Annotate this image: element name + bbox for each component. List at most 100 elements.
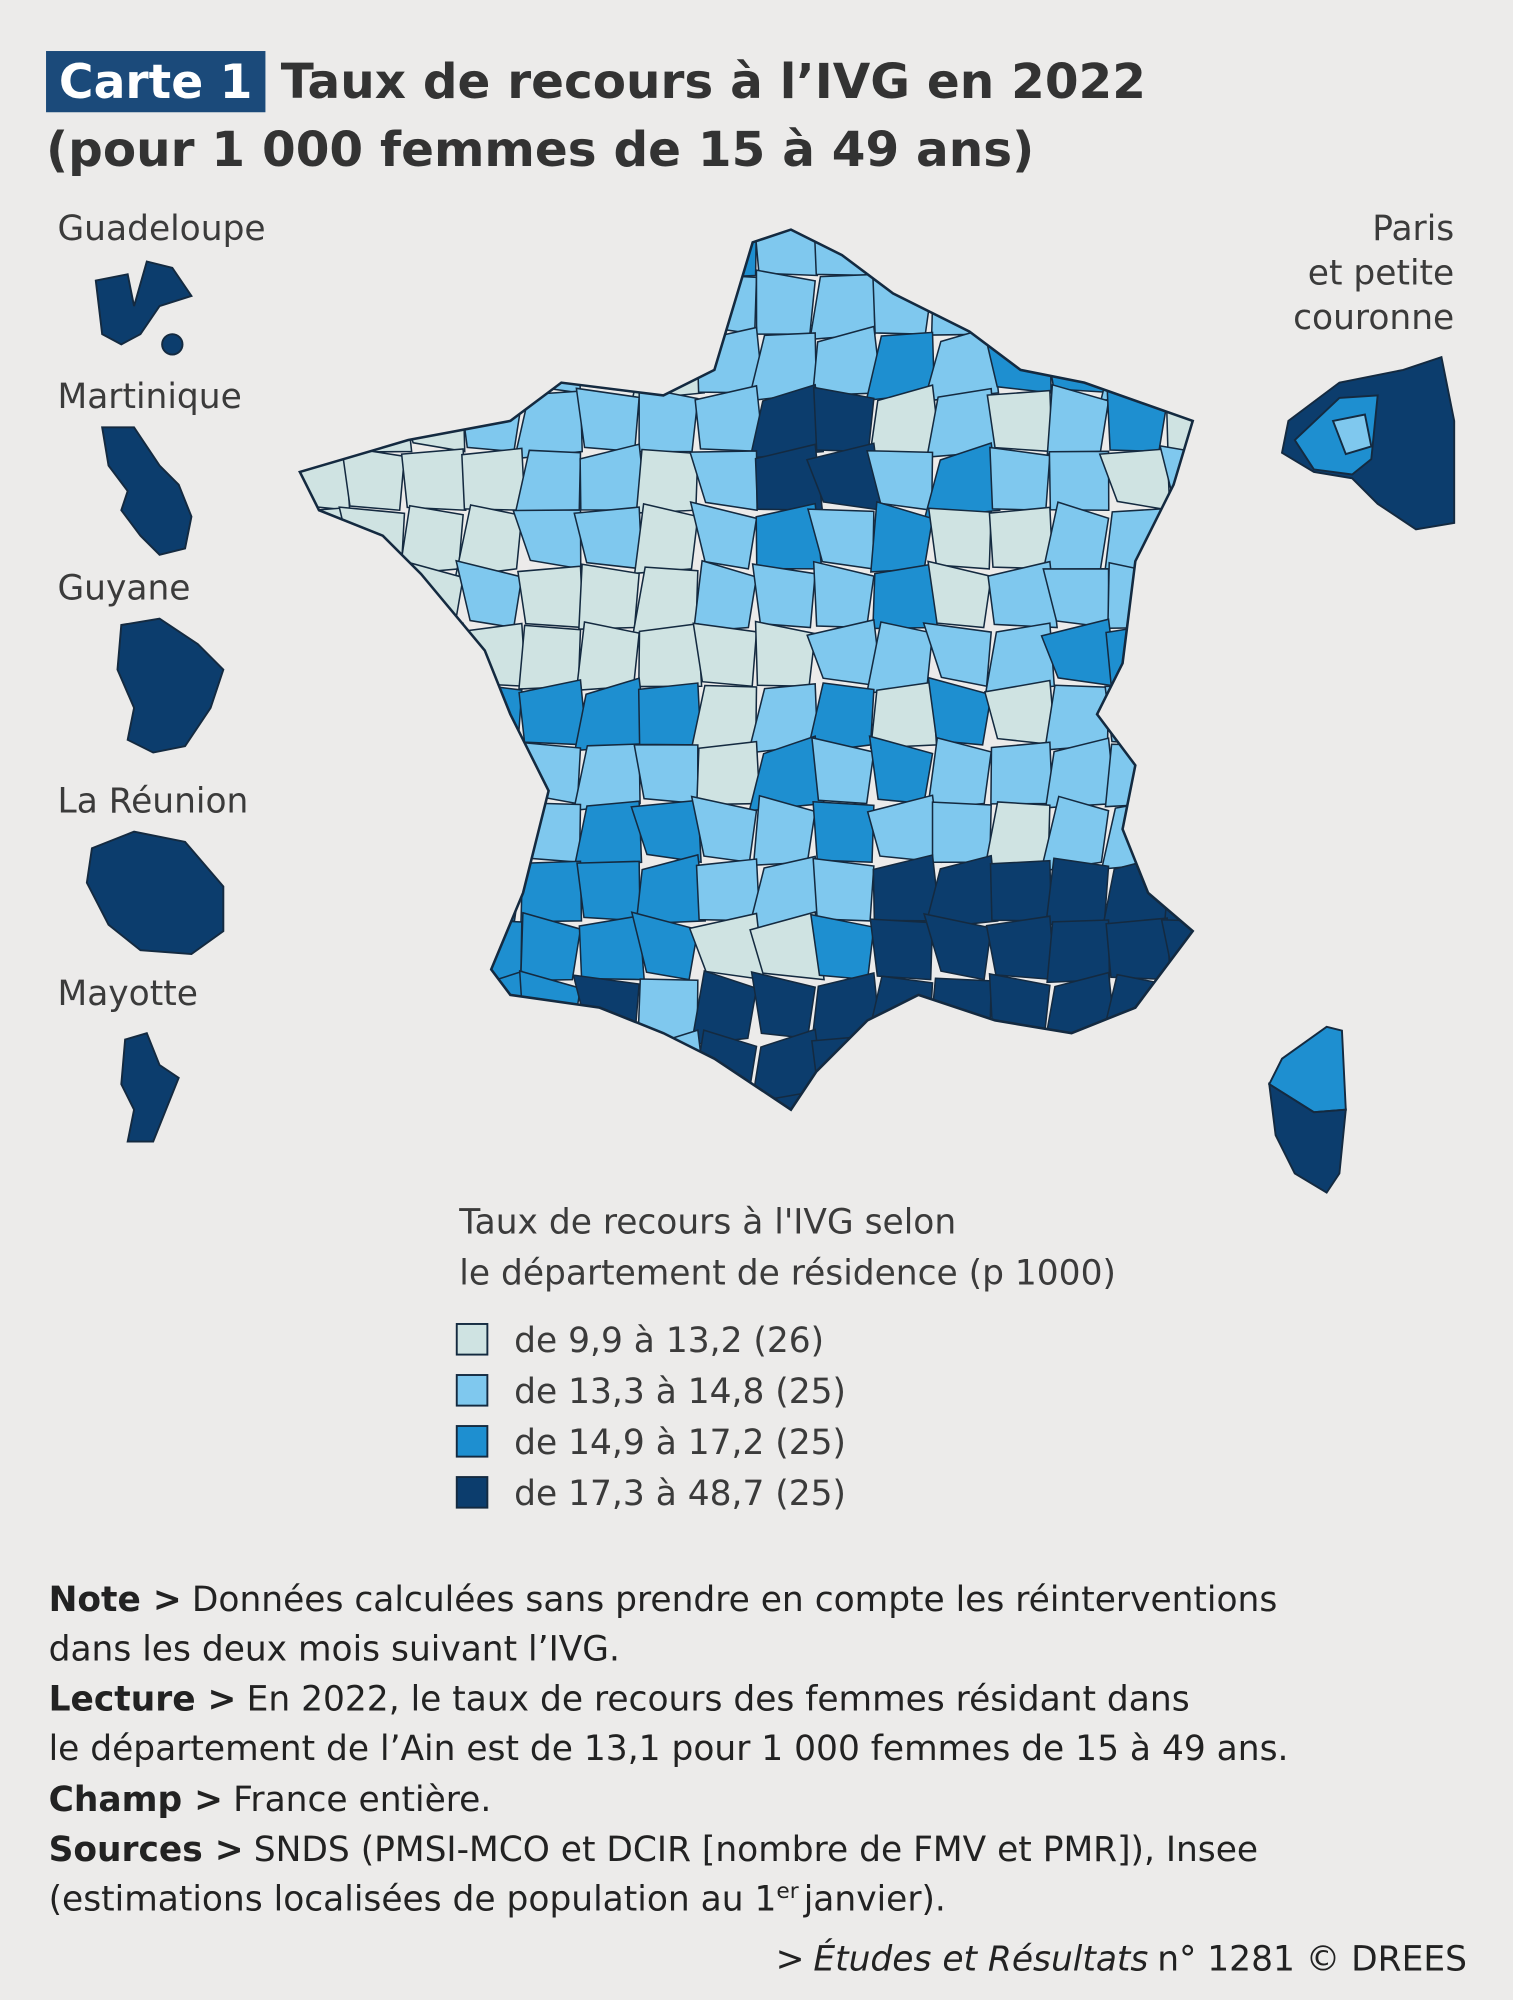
department (633, 744, 699, 805)
department (575, 387, 640, 453)
department (755, 269, 817, 335)
department (630, 799, 702, 864)
inset-label: Guyane (58, 568, 191, 608)
department (872, 563, 939, 630)
note-text: (estimations localisées de population au… (49, 1880, 777, 1920)
legend-label: de 13,3 à 14,8 (25) (514, 1372, 846, 1412)
department (754, 620, 817, 688)
department (1044, 857, 1110, 926)
region (85, 830, 225, 956)
department (922, 912, 993, 981)
note: dans les deux mois suivant l’IVG. (49, 1630, 620, 1670)
department (689, 501, 758, 570)
legend-title: le département de résidence (p 1000) (459, 1253, 1116, 1293)
inset-label: Mayotte (58, 974, 198, 1014)
department (927, 676, 993, 746)
department (1046, 919, 1111, 984)
department (869, 918, 934, 981)
department (692, 559, 758, 633)
region (120, 1031, 180, 1143)
legend-title: Taux de recours à l'IVG selon (458, 1202, 956, 1242)
department (635, 448, 699, 514)
department (400, 448, 467, 512)
legend-swatch (455, 1425, 489, 1458)
note: Lecture > En 2022, le taux de recours des… (49, 1679, 1190, 1719)
department (454, 504, 523, 578)
department (751, 563, 816, 629)
source: > Études et Résultats n° 1281 © DREES (776, 1939, 1467, 1980)
department (519, 911, 582, 982)
department (638, 386, 699, 453)
note-sup: er (776, 1879, 798, 1904)
region (1331, 413, 1373, 456)
note-label: Champ > (49, 1780, 223, 1820)
department (635, 853, 707, 925)
department (1039, 795, 1110, 873)
department (575, 621, 640, 692)
note-text: En 2022, le taux de recours des femmes r… (247, 1679, 1190, 1719)
note-text: SNDS (PMSI-MCO et DCIR [nombre de FMV et… (254, 1830, 1258, 1870)
department (638, 622, 703, 688)
legend-swatch (455, 1374, 489, 1407)
department (637, 682, 702, 746)
legend-swatch (455, 1323, 489, 1356)
region (116, 617, 225, 754)
inset-label: couronne (1293, 298, 1454, 338)
department (989, 859, 1053, 922)
department (696, 740, 761, 806)
department (986, 389, 1053, 453)
department (812, 857, 875, 922)
inset-label: Paris (1372, 209, 1454, 249)
department (633, 502, 699, 575)
department (576, 860, 641, 922)
legend: de 9,9 à 13,2 (26) de 13,3 à 14,8 (25) de … (455, 1321, 846, 1514)
legend-swatch (455, 1476, 489, 1509)
map-number-box (46, 51, 266, 113)
department (695, 858, 761, 922)
legend-label: de 17,3 à 48,7 (25) (514, 1474, 846, 1514)
note-text: France entière. (233, 1780, 491, 1820)
inset-label: La Réunion (58, 782, 249, 822)
department (812, 386, 875, 453)
department (632, 566, 699, 635)
department (812, 800, 875, 864)
inset-label: et petite (1308, 253, 1454, 293)
department (573, 800, 643, 870)
department (988, 506, 1054, 570)
department (461, 447, 526, 511)
department (689, 450, 758, 512)
note: le département de l’Ain est de 13,1 pour… (49, 1729, 1289, 1769)
legend-label: de 9,9 à 13,2 (26) (514, 1321, 824, 1361)
department (869, 681, 938, 749)
inset-label: Guadeloupe (58, 209, 266, 249)
note: (estimations localisées de population au… (49, 1879, 946, 1920)
overseas-regions (85, 260, 1456, 1194)
notes: Note > Données calculées sans prendre en … (49, 1580, 1467, 1980)
legend-label: de 14,9 à 17,2 (25) (514, 1423, 846, 1463)
department (578, 563, 640, 630)
department (520, 860, 583, 923)
department (985, 915, 1056, 981)
source-publication: Études et Résultats (813, 1939, 1148, 1980)
department (572, 743, 641, 812)
subtitle: (pour 1 000 femmes de 15 à 49 ans) (46, 122, 1034, 178)
source-prefix: > (776, 1940, 805, 1980)
department (749, 911, 825, 981)
department (927, 560, 993, 629)
department (1048, 450, 1110, 511)
department (990, 741, 1054, 805)
region (161, 333, 184, 356)
department (931, 801, 992, 864)
title: Taux de recours à l’IVG en 2022 (281, 54, 1146, 110)
note: Sources > SNDS (PMSI-MCO et DCIR [nombre … (49, 1830, 1259, 1870)
region (1268, 1082, 1347, 1194)
region (94, 260, 193, 346)
department (692, 622, 758, 688)
department (927, 507, 992, 570)
department (517, 565, 584, 629)
note-label: Note > (49, 1580, 182, 1620)
note: Note > Données calculées sans prendre en … (49, 1580, 1278, 1620)
department (513, 390, 584, 460)
